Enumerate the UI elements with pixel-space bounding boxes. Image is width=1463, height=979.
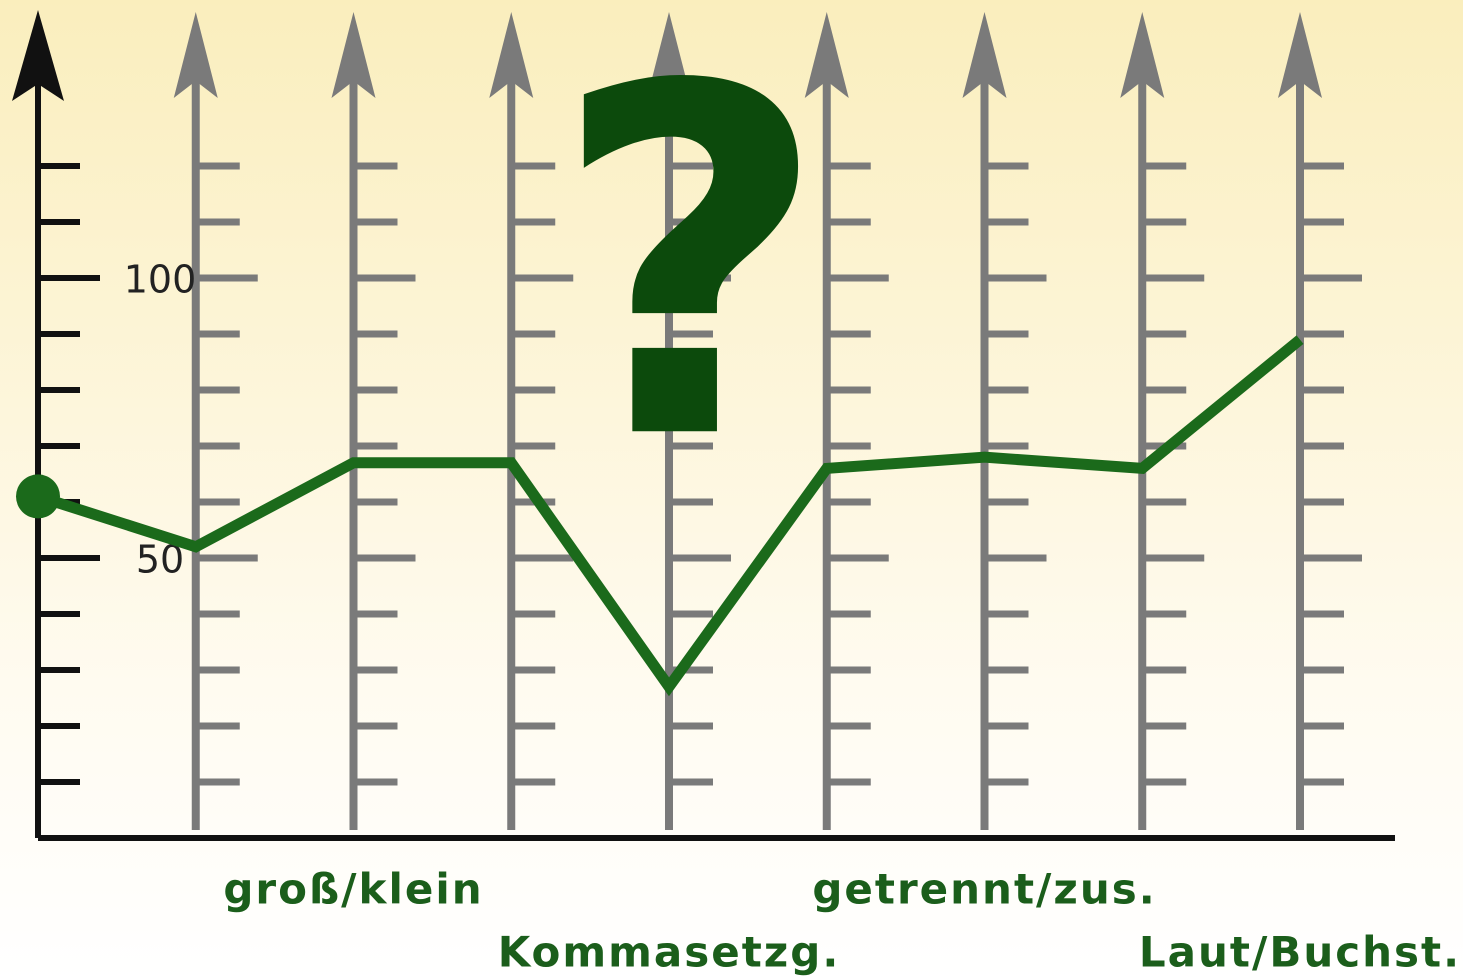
line [36,335,1304,697]
annotation: ? [551,0,829,545]
x-tick-label: getrennt/zus. [812,865,1156,914]
decor-arrowhead [804,12,849,98]
decor-axes [173,12,1362,833]
start-dot [16,474,60,519]
decor-arrowhead [489,12,534,98]
y-axis-arrowhead [12,10,64,101]
decor-arrowhead [647,12,691,98]
decor-arrowhead [1278,12,1322,98]
x-tick-label: groß/klein [223,865,483,914]
x-tick-label: Laut/Buchst. [1139,928,1461,977]
y-tick-label: 100 [124,258,197,302]
decor-arrowhead [1120,12,1165,98]
decor-arrowhead [962,12,1007,98]
x-tick-label: Kommasetzg. [498,928,841,977]
decor-arrowhead [173,12,218,98]
decor-arrowhead [331,12,376,98]
